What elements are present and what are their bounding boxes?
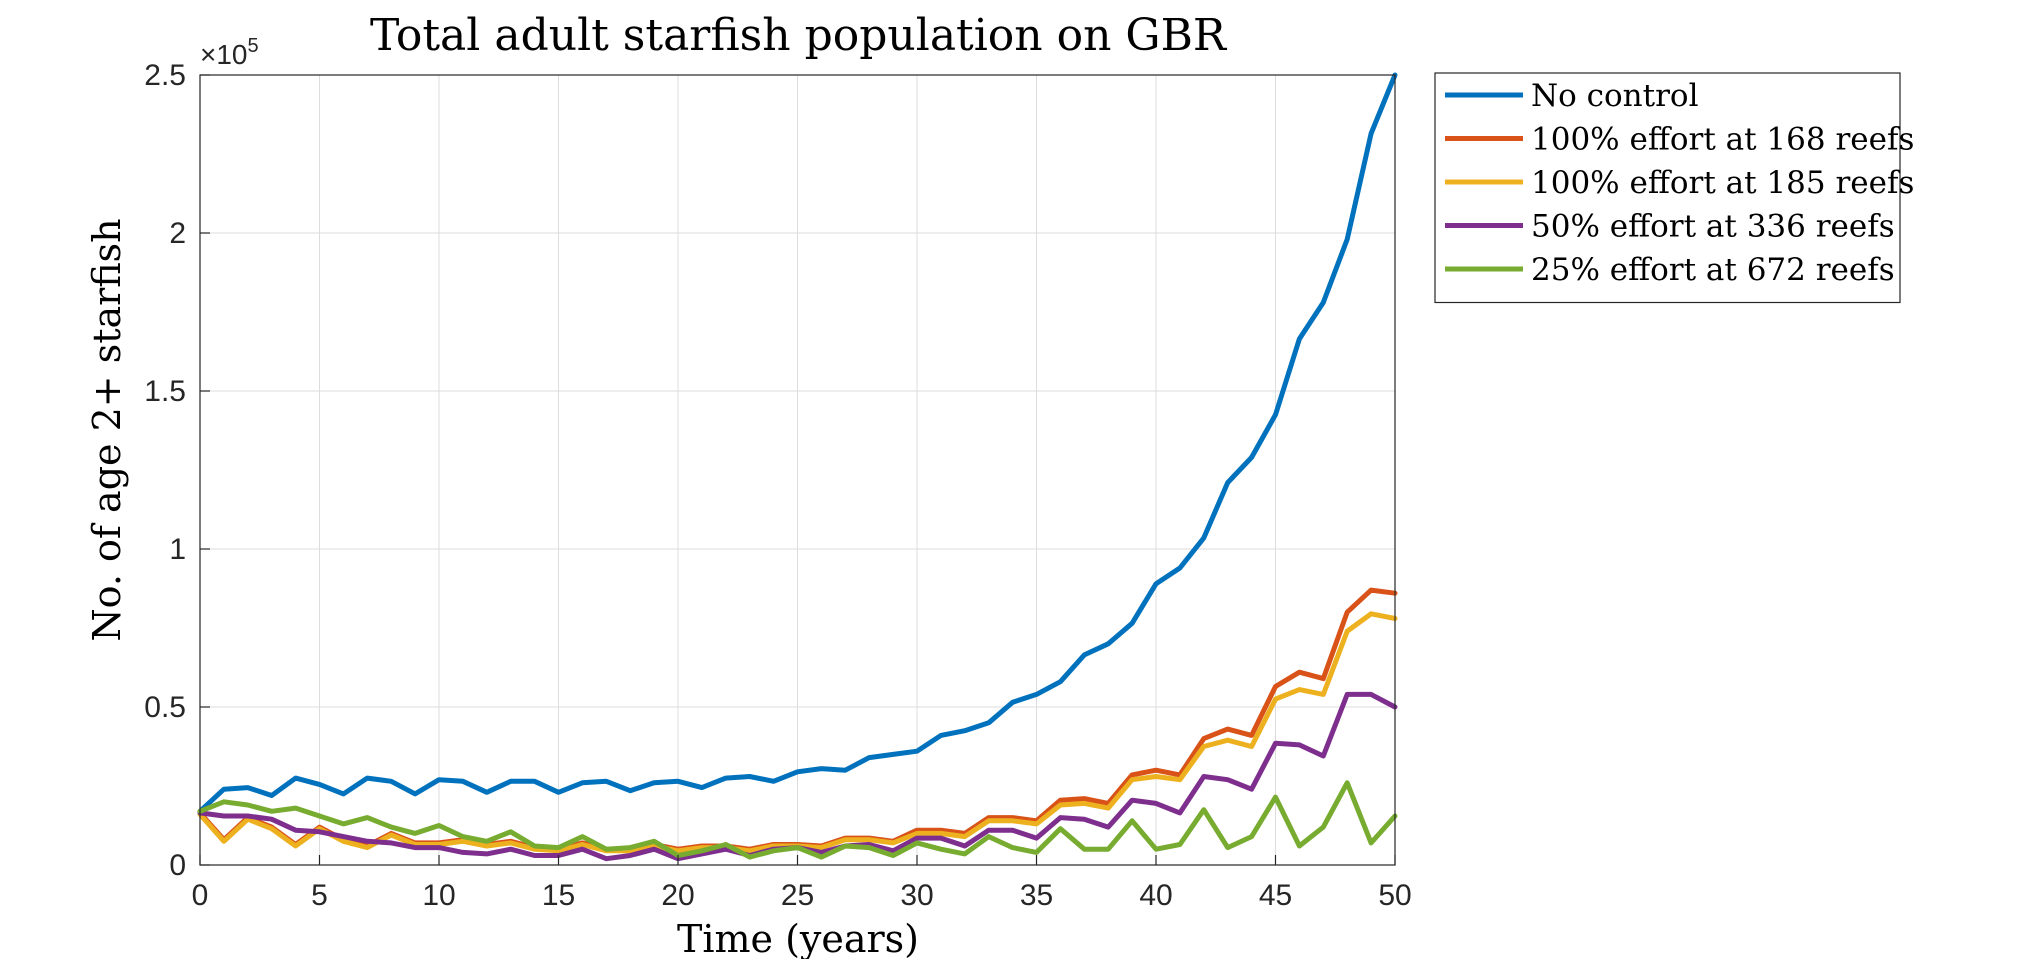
legend-label: 25% effort at 672 reefs (1531, 252, 1895, 288)
x-tick-label: 45 (1259, 879, 1292, 912)
x-tick-label: 40 (1139, 879, 1172, 912)
grid-lines (199, 74, 1396, 866)
legend-box (1434, 72, 1901, 304)
y-tick-label: 1 (169, 533, 186, 566)
series-line-no-control (197, 72, 1398, 814)
y-tick-label: 2 (169, 217, 186, 250)
y-tick-label: 2.5 (144, 59, 186, 92)
series-lines (197, 72, 1398, 862)
x-tick-label: 10 (422, 879, 455, 912)
x-tick-label: 30 (900, 879, 933, 912)
y-tick-label: 0 (169, 849, 186, 882)
legend-label: 100% effort at 168 reefs (1531, 122, 1914, 158)
x-tick-label: 5 (311, 879, 328, 912)
y-axis-label: No. of age 2+ starfish (85, 218, 129, 641)
y-tick-label: 0.5 (144, 691, 186, 724)
axis-ticks: 0 5 10 15 20 25 30 35 40 45 50 0 0.5 1 1.5 2 2.5 (144, 59, 1411, 912)
x-tick-label: 50 (1378, 879, 1411, 912)
legend-label: 100% effort at 185 reefs (1531, 165, 1914, 201)
y-tick-label: 1.5 (144, 375, 186, 408)
series-line-25-effort-at-672-reefs (197, 780, 1398, 860)
legend: No control 100% effort at 168 reefs 100% e… (1434, 72, 1914, 304)
x-tick-label: 35 (1020, 879, 1053, 912)
legend-label: 50% effort at 336 reefs (1531, 209, 1895, 245)
y-axis-exponent-power: 5 (248, 35, 259, 57)
y-axis-exponent: ×105 (200, 35, 259, 70)
x-tick-label: 0 (192, 879, 209, 912)
x-tick-label: 15 (542, 879, 575, 912)
x-axis-label: Time (years) (677, 917, 919, 959)
y-axis-exponent-base: ×10 (200, 39, 248, 70)
chart-title: Total adult starfish population on GBR (370, 10, 1228, 61)
legend-label: No control (1531, 78, 1699, 114)
x-tick-label: 25 (781, 879, 814, 912)
x-tick-label: 20 (661, 879, 694, 912)
